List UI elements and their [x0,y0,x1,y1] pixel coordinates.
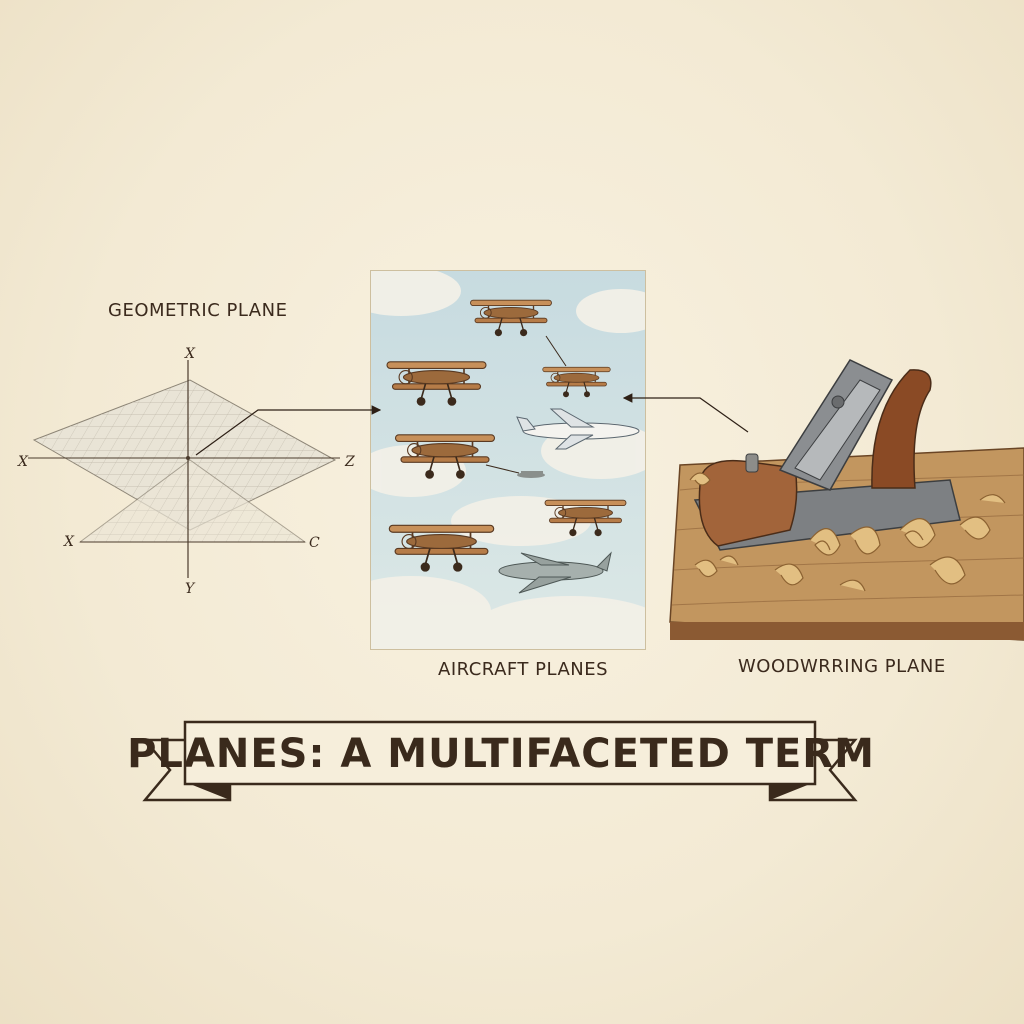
page-title: PLANES: A MULTIFACETED TERM [127,731,875,777]
woodworking-plane-label: WOODWRRING PLANE [738,656,946,677]
geometric-plane-label: GEOMETRIC PLANE [108,300,288,321]
axis-label-right: Z [345,454,355,470]
axis-label-lower-left: X [64,534,74,550]
geometric-plane-diagram [0,330,370,610]
axis-label-bottom: Y [185,581,195,597]
aircraft-illustration [370,270,646,650]
axis-label-top: X [185,346,195,362]
small-plane-icon [517,471,545,478]
airliner-icon [516,408,640,450]
woodworking-plane-illustration [660,350,1024,650]
title-banner [142,720,858,802]
wood-shavings-icon [689,472,1006,592]
axis-label-lower-right: C [309,535,320,551]
fighter-icon [498,551,612,594]
axis-label-left: X [18,454,28,470]
hand-plane-icon [693,359,961,551]
aircraft-planes-label: AIRCRAFT PLANES [438,659,609,680]
